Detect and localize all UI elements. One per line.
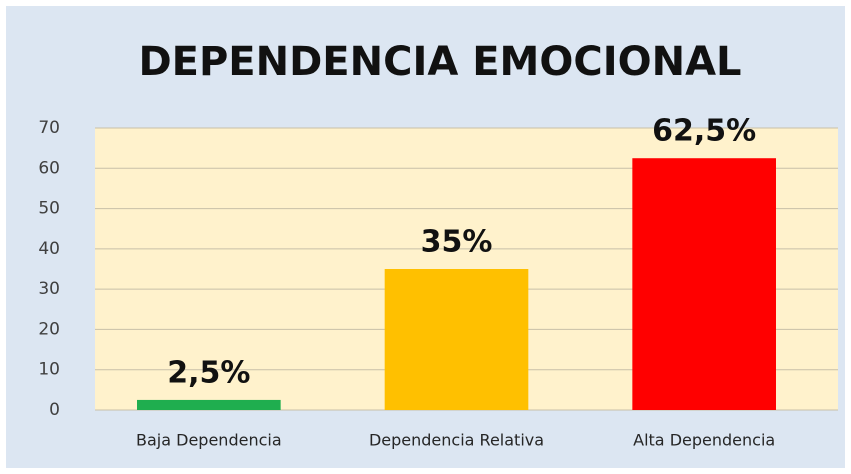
- bar: [384, 269, 529, 410]
- chart-title: DEPENDENCIA EMOCIONAL: [138, 39, 741, 85]
- y-tick-label: 20: [38, 319, 60, 339]
- data-label: 2,5%: [167, 355, 250, 390]
- y-tick-label: 50: [38, 199, 60, 219]
- x-tick-label: Alta Dependencia: [633, 431, 775, 450]
- y-tick-label: 30: [38, 279, 60, 299]
- bar: [137, 399, 281, 410]
- y-tick-label: 0: [49, 400, 60, 420]
- x-tick-label: Dependencia Relativa: [369, 431, 544, 450]
- y-tick-label: 10: [38, 360, 60, 380]
- y-tick-label: 40: [38, 239, 60, 259]
- y-tick-label: 60: [38, 158, 60, 178]
- data-label: 35%: [421, 225, 493, 260]
- bar: [632, 158, 776, 410]
- data-label: 62,5%: [652, 114, 756, 149]
- y-tick-label: 70: [38, 118, 60, 138]
- x-tick-label: Baja Dependencia: [136, 431, 282, 450]
